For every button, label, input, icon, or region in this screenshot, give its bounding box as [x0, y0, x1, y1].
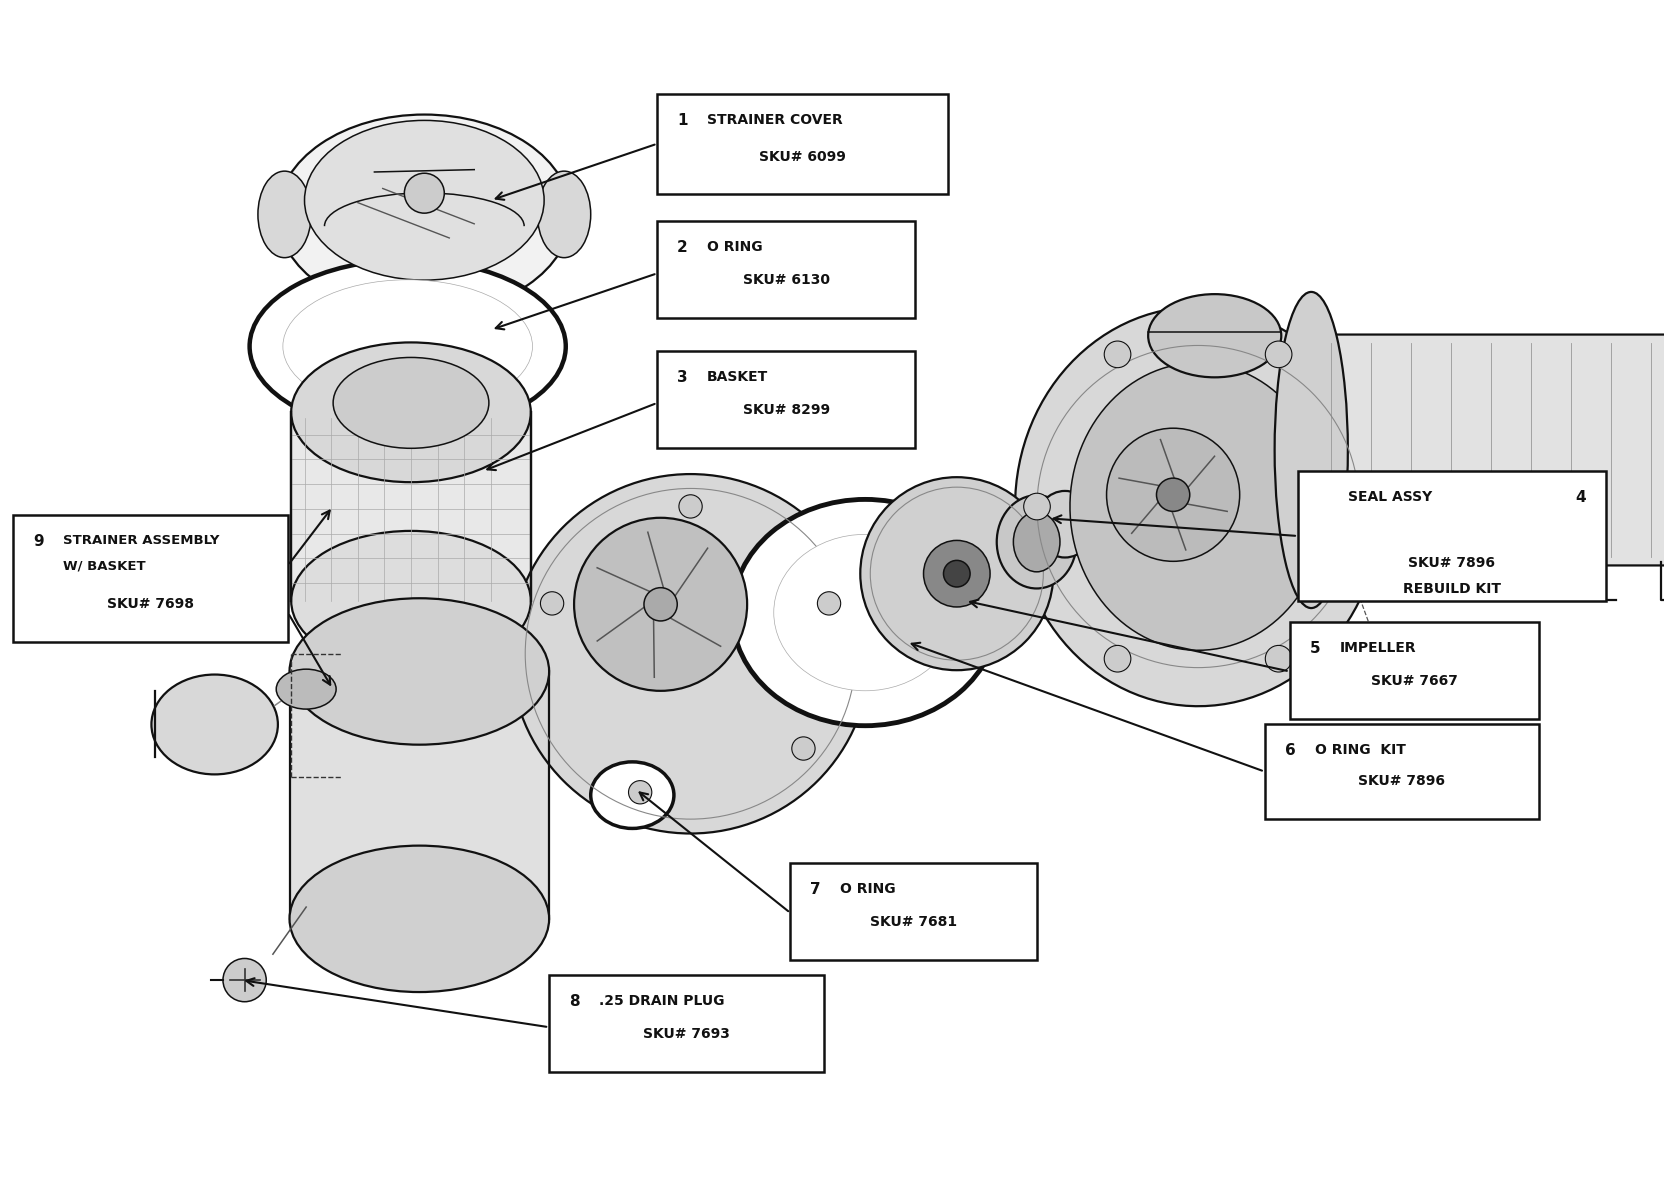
Text: 5: 5 [1310, 641, 1320, 656]
Ellipse shape [679, 495, 702, 518]
Text: SKU# 7667: SKU# 7667 [1371, 674, 1458, 688]
Text: O RING: O RING [707, 240, 762, 254]
Ellipse shape [151, 675, 278, 774]
Text: SKU# 7896: SKU# 7896 [1408, 556, 1496, 570]
Ellipse shape [223, 959, 266, 1001]
Text: SKU# 7693: SKU# 7693 [642, 1027, 730, 1041]
Ellipse shape [404, 173, 444, 213]
Text: O RING  KIT: O RING KIT [1315, 743, 1406, 757]
Ellipse shape [1346, 494, 1373, 519]
FancyBboxPatch shape [1306, 335, 1664, 565]
Ellipse shape [511, 474, 870, 834]
Ellipse shape [537, 171, 591, 258]
Text: SKU# 7698: SKU# 7698 [106, 597, 195, 611]
Ellipse shape [1148, 294, 1281, 377]
FancyBboxPatch shape [1298, 471, 1606, 601]
Ellipse shape [1351, 552, 1378, 578]
Ellipse shape [541, 591, 564, 615]
Ellipse shape [258, 171, 311, 258]
Ellipse shape [305, 120, 544, 280]
Ellipse shape [792, 737, 815, 760]
Ellipse shape [817, 591, 840, 615]
FancyBboxPatch shape [790, 863, 1037, 960]
Text: STRAINER COVER: STRAINER COVER [707, 113, 844, 127]
Ellipse shape [276, 669, 336, 709]
Ellipse shape [1156, 478, 1190, 511]
Ellipse shape [1265, 342, 1291, 368]
Ellipse shape [924, 541, 990, 607]
Text: O RING: O RING [840, 882, 895, 896]
Ellipse shape [291, 531, 531, 670]
Ellipse shape [774, 535, 957, 690]
Text: REBUILD KIT: REBUILD KIT [1403, 582, 1501, 596]
Ellipse shape [943, 561, 970, 587]
FancyBboxPatch shape [549, 975, 824, 1072]
FancyBboxPatch shape [291, 412, 531, 601]
Text: STRAINER ASSEMBLY: STRAINER ASSEMBLY [63, 534, 220, 547]
Ellipse shape [1105, 342, 1132, 368]
Text: 7: 7 [810, 882, 820, 898]
Text: 9: 9 [33, 534, 43, 549]
Ellipse shape [1035, 491, 1095, 557]
Ellipse shape [333, 357, 489, 449]
Text: SKU# 7681: SKU# 7681 [870, 915, 957, 929]
FancyBboxPatch shape [1290, 622, 1539, 719]
FancyBboxPatch shape [657, 94, 948, 194]
Text: SKU# 6099: SKU# 6099 [759, 150, 847, 164]
Ellipse shape [250, 260, 566, 432]
FancyBboxPatch shape [290, 671, 549, 919]
FancyBboxPatch shape [657, 351, 915, 448]
Text: 2: 2 [677, 240, 687, 256]
Text: W/ BASKET: W/ BASKET [63, 560, 146, 573]
FancyBboxPatch shape [657, 221, 915, 318]
Ellipse shape [1265, 646, 1291, 671]
FancyBboxPatch shape [1265, 724, 1539, 819]
Ellipse shape [574, 518, 747, 690]
Text: SKU# 8299: SKU# 8299 [742, 403, 830, 417]
Polygon shape [1015, 307, 1381, 706]
Text: BASKET: BASKET [707, 370, 769, 384]
Polygon shape [1070, 363, 1326, 650]
Text: .25 DRAIN PLUG: .25 DRAIN PLUG [599, 994, 724, 1008]
Ellipse shape [1275, 292, 1348, 608]
Ellipse shape [1013, 512, 1060, 571]
Ellipse shape [278, 114, 571, 315]
Text: 1: 1 [677, 113, 687, 128]
Text: SKU# 6130: SKU# 6130 [742, 273, 830, 287]
Text: IMPELLER: IMPELLER [1340, 641, 1416, 655]
Ellipse shape [629, 781, 652, 803]
Ellipse shape [860, 477, 1053, 670]
Text: SEAL ASSY: SEAL ASSY [1348, 490, 1433, 504]
FancyBboxPatch shape [13, 515, 288, 642]
Ellipse shape [283, 279, 532, 413]
Ellipse shape [291, 343, 531, 482]
Text: 8: 8 [569, 994, 579, 1010]
Ellipse shape [1105, 646, 1132, 671]
Ellipse shape [997, 495, 1077, 589]
Text: 4: 4 [1576, 490, 1586, 505]
Ellipse shape [1107, 428, 1240, 562]
Ellipse shape [290, 598, 549, 744]
Text: 3: 3 [677, 370, 687, 385]
Text: SKU# 7896: SKU# 7896 [1358, 774, 1446, 788]
Text: 6: 6 [1285, 743, 1295, 759]
Ellipse shape [290, 846, 549, 992]
Ellipse shape [644, 588, 677, 621]
Ellipse shape [591, 762, 674, 828]
Ellipse shape [1023, 494, 1050, 519]
Ellipse shape [732, 499, 998, 726]
